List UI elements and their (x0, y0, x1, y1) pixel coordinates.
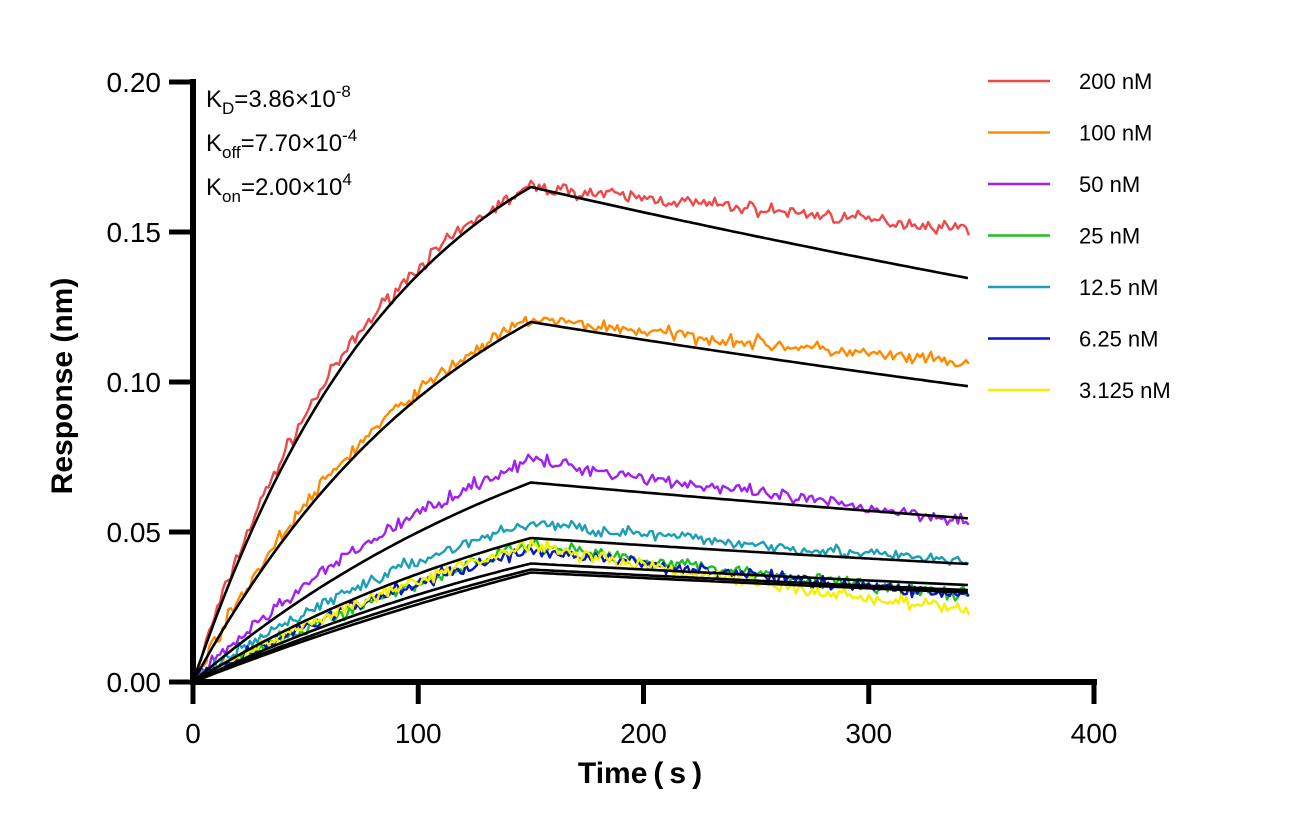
legend-label: 3.125 nM (1079, 378, 1171, 403)
x-tick-label: 200 (620, 718, 667, 749)
legend-label: 6.25 nM (1079, 327, 1159, 352)
fit-line (192, 571, 968, 684)
legend-label: 25 nM (1079, 224, 1140, 249)
x-tick-label: 300 (845, 718, 892, 749)
fit-line (192, 562, 968, 684)
series-line (192, 547, 970, 684)
data-series-group (191, 179, 970, 684)
y-tick-label: 0.00 (107, 667, 162, 698)
x-tick-label: 100 (395, 718, 442, 749)
x-tick-label: 400 (1071, 718, 1118, 749)
legend-label: 12.5 nM (1079, 275, 1159, 300)
x-axis-title: Time ( s ) (578, 757, 702, 790)
kinetics-annotations: KD=3.86×10-8 Koff=7.70×10-4 Kon=2.00×104 (206, 82, 357, 206)
annotation-koff: Koff=7.70×10-4 (206, 126, 357, 162)
axes-group: 0.00 0.05 0.10 0.15 0.20 0 100 200 300 400 (107, 67, 1118, 749)
fit-line (191, 320, 969, 683)
series-line (191, 315, 970, 683)
y-tick-label: 0.05 (107, 517, 162, 548)
y-tick-label: 0.15 (107, 217, 162, 248)
annotation-kd: KD=3.86×10-8 (206, 82, 351, 118)
series-line (191, 179, 970, 683)
fit-line (192, 536, 968, 684)
fit-line (191, 185, 969, 683)
fit-line (192, 568, 968, 684)
y-axis-title: Response (nm) (46, 278, 79, 495)
y-tick-label: 0.20 (107, 67, 162, 98)
fit-curves-group (191, 185, 969, 684)
legend-label: 50 nM (1079, 172, 1140, 197)
legend: 200 nM 100 nM 50 nM 25 nM 12.5 nM 6.25 nM 3.12… (988, 69, 1171, 403)
series-line (192, 539, 970, 684)
legend-label: 200 nM (1079, 69, 1152, 94)
x-tick-label: 0 (185, 718, 201, 749)
legend-label: 100 nM (1079, 121, 1152, 146)
fit-line (192, 481, 968, 683)
series-line (192, 519, 970, 683)
series-line (192, 453, 970, 683)
y-tick-label: 0.10 (107, 367, 162, 398)
annotation-kon: Kon=2.00×104 (206, 170, 352, 206)
